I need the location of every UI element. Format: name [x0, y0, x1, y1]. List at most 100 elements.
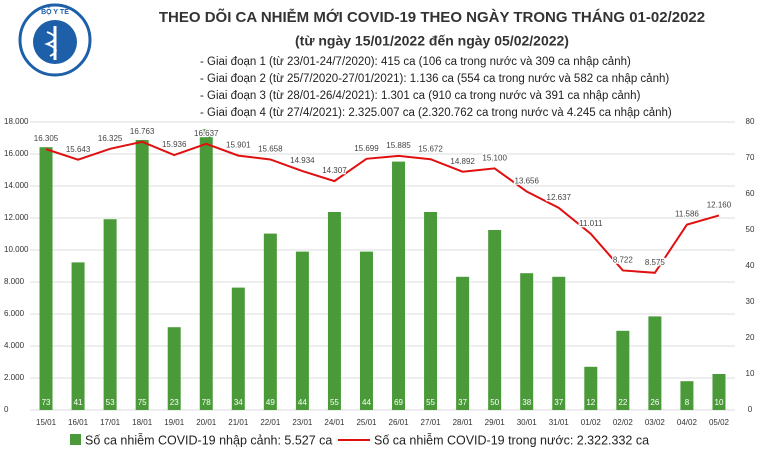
bar-value-label: 78: [202, 398, 211, 407]
x-tick-label: 01/02: [581, 418, 602, 427]
bar-value-label: 34: [234, 398, 243, 407]
y-tick-label: 2.000: [4, 373, 25, 382]
bar: [135, 140, 149, 410]
line-value-label: 12.160: [707, 201, 732, 210]
bar-value-label: 41: [74, 398, 83, 407]
x-tick-label: 04/02: [677, 418, 698, 427]
x-tick-label: 30/01: [517, 418, 538, 427]
bar: [552, 276, 566, 410]
y-tick-label: 6.000: [4, 309, 25, 318]
line-value-label: 15.100: [482, 154, 507, 163]
line-value-label: 8.722: [613, 256, 634, 265]
x-tick-label: 03/02: [645, 418, 666, 427]
x-tick-label: 23/01: [292, 418, 313, 427]
note: - Giai đoạn 1 (từ 23/01-24/7/2020): 415 …: [200, 56, 631, 68]
bar-value-label: 22: [618, 398, 627, 407]
bar: [648, 316, 662, 410]
bar-value-label: 12: [586, 398, 595, 407]
bar-value-label: 8: [685, 398, 690, 407]
legend-label: Số ca nhiễm COVID-19 trong nước: 2.322.3…: [374, 432, 649, 447]
bar-value-label: 38: [522, 398, 531, 407]
line-value-label: 8.575: [645, 258, 666, 267]
bar: [424, 212, 438, 410]
bar-value-label: 37: [458, 398, 467, 407]
line-value-label: 14.307: [322, 166, 347, 175]
line-value-label: 15.658: [258, 145, 283, 154]
x-tick-label: 27/01: [421, 418, 442, 427]
bar-value-label: 44: [298, 398, 307, 407]
bar-value-label: 73: [42, 398, 51, 407]
note: - Giai đoạn 4 (từ 27/4/2021): 2.325.007 …: [200, 107, 672, 119]
line-value-label: 16.325: [98, 134, 123, 143]
bar: [584, 366, 598, 410]
bar-value-label: 69: [394, 398, 403, 407]
bar-value-label: 37: [554, 398, 563, 407]
x-tick-label: 26/01: [389, 418, 410, 427]
bar: [39, 147, 53, 410]
y-tick-label: 14.000: [4, 181, 29, 190]
bar: [199, 129, 213, 410]
x-tick-label: 20/01: [196, 418, 217, 427]
x-tick-label: 31/01: [549, 418, 570, 427]
x-tick-label: 18/01: [132, 418, 153, 427]
line-value-label: 16.305: [34, 134, 59, 143]
line-value-label: 15.672: [418, 144, 443, 153]
line: [45, 140, 720, 274]
bar: [167, 327, 181, 410]
y2-tick-label: 80: [746, 117, 755, 126]
bar: [712, 374, 726, 410]
bar: [616, 330, 630, 410]
bar: [680, 381, 694, 410]
y2-tick-label: 30: [746, 297, 755, 306]
line-value-label: 15.901: [226, 141, 251, 150]
y-tick-label: 0: [4, 405, 9, 414]
x-tick-label: 24/01: [324, 418, 345, 427]
bar-value-label: 50: [490, 398, 499, 407]
line-value-label: 13.656: [514, 177, 539, 186]
y2-tick-label: 70: [746, 153, 755, 162]
bar: [488, 230, 502, 410]
x-tick-label: 19/01: [164, 418, 185, 427]
bar: [263, 233, 277, 410]
line-value-label: 15.885: [386, 141, 411, 150]
logo-text: BỘ Y TẾ: [41, 6, 69, 16]
note: - Giai đoạn 2 (từ 25/7/2020-27/01/2021):…: [200, 73, 669, 85]
bar-value-label: 49: [266, 398, 275, 407]
logo: BỘ Y TẾ: [18, 3, 92, 77]
line-value-label: 14.892: [450, 157, 475, 166]
line-value-label: 15.936: [162, 140, 187, 149]
y2-tick-label: 60: [746, 189, 755, 198]
bar: [295, 251, 309, 410]
line-value-label: 15.643: [66, 145, 91, 154]
bar-value-label: 55: [426, 398, 435, 407]
bar-value-label: 75: [138, 398, 147, 407]
line-value-label: 16.763: [130, 127, 155, 136]
bar-value-label: 44: [362, 398, 371, 407]
bar: [359, 251, 373, 410]
chart-title: THEO DÕI CA NHIỄM MỚI COVID-19 THEO NGÀY…: [159, 8, 705, 26]
line-value-label: 11.011: [579, 219, 603, 228]
line-value-label: 15.699: [354, 144, 379, 153]
legend-swatch: [70, 434, 81, 445]
x-tick-label: 29/01: [485, 418, 506, 427]
bar: [520, 273, 534, 410]
x-tick-label: 15/01: [36, 418, 57, 427]
bar-value-label: 10: [715, 398, 724, 407]
bar-value-label: 26: [650, 398, 659, 407]
bar-value-label: 53: [106, 398, 115, 407]
y2-tick-label: 50: [746, 225, 755, 234]
x-tick-label: 02/02: [613, 418, 634, 427]
bar-value-label: 23: [170, 398, 179, 407]
bar-value-label: 55: [330, 398, 339, 407]
x-tick-label: 25/01: [356, 418, 377, 427]
line-value-label: 11.586: [675, 210, 699, 219]
bar: [392, 161, 406, 410]
x-tick-label: 28/01: [453, 418, 474, 427]
y2-tick-label: 0: [748, 405, 753, 414]
bar: [327, 212, 341, 410]
note: - Giai đoạn 3 (từ 28/01-26/4/2021): 1.30…: [200, 90, 641, 102]
y-tick-label: 16.000: [4, 149, 29, 158]
y2-tick-label: 10: [746, 369, 755, 378]
y-tick-label: 4.000: [4, 341, 25, 350]
